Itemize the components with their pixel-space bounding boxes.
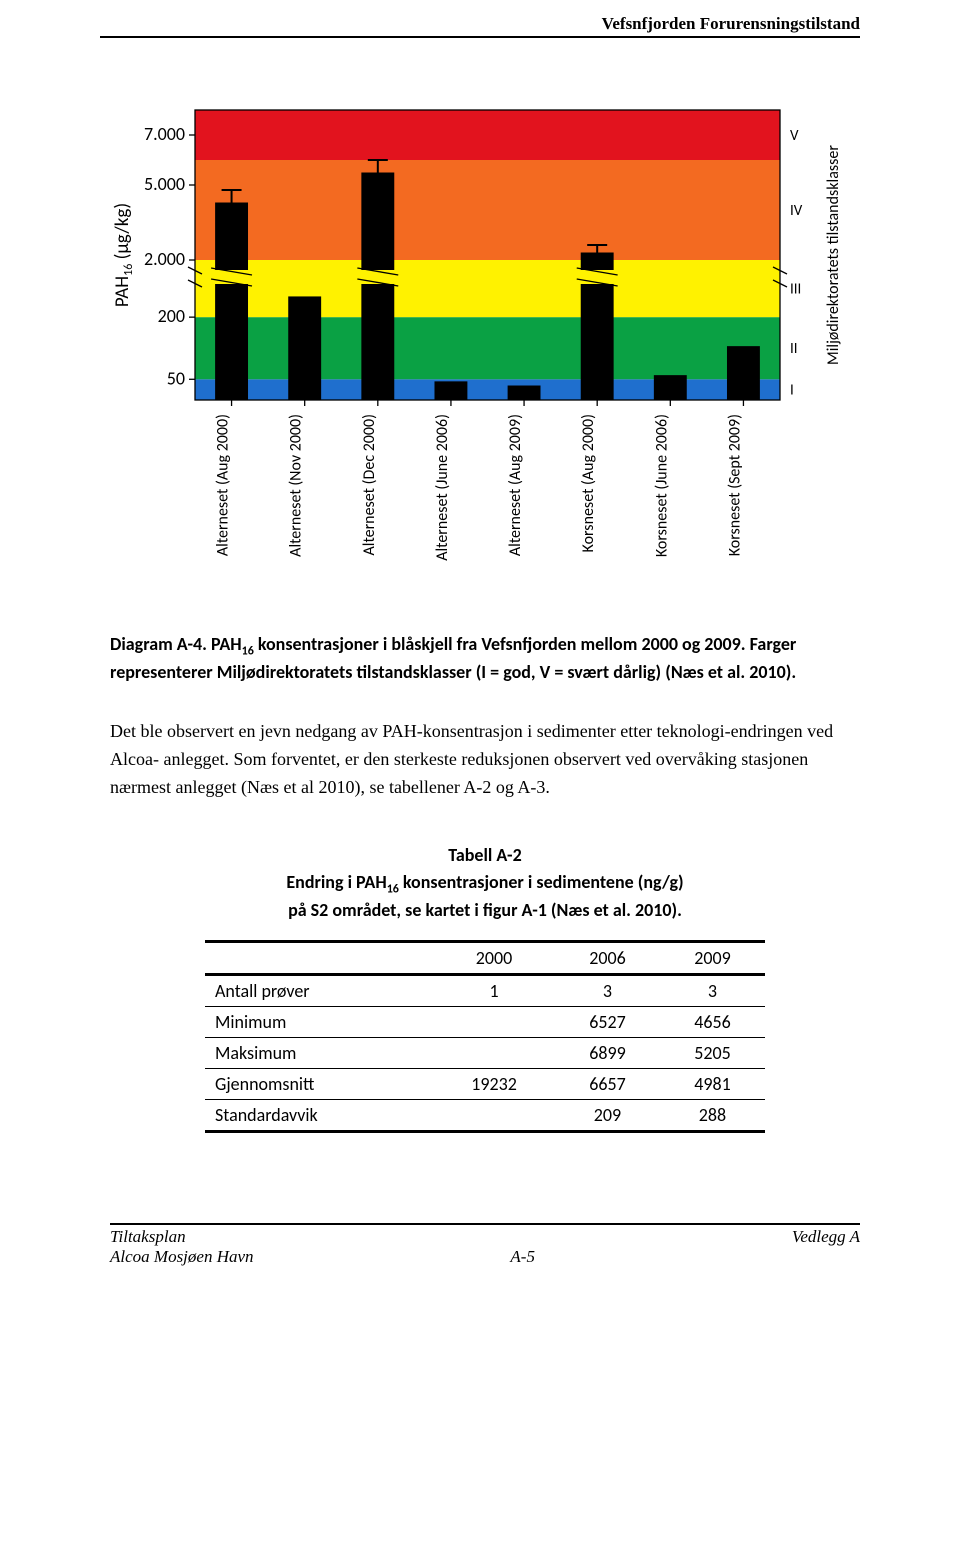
table-cell: Minimum [205, 1006, 433, 1037]
band-label: II [790, 340, 798, 358]
band-label: V [790, 127, 799, 145]
table-cell: 3 [660, 974, 765, 1006]
table-cell: Gjennomsnitt [205, 1068, 433, 1099]
svg-text:Alterneset (Nov 2000): Alterneset (Nov 2000) [287, 414, 306, 557]
table-cell: 19232 [433, 1068, 555, 1099]
svg-text:Korsneset (June 2006): Korsneset (June 2006) [652, 414, 671, 557]
svg-text:Alterneset (Aug 2000): Alterneset (Aug 2000) [214, 414, 233, 556]
pah-chart: 50 200 2.000 5.000 7.000 PAH16 (µg/kg) Alterne… [100, 100, 880, 610]
data-table: 200020062009Antall prøver133Minimum65274… [205, 940, 765, 1133]
table-cell: 4981 [660, 1068, 765, 1099]
table-row: Maksimum 68995205 [205, 1037, 765, 1068]
table-cell: 5205 [660, 1037, 765, 1068]
caption-prefix: Diagram A-4. PAH [110, 633, 242, 655]
chart-svg: 50 200 2.000 5.000 7.000 PAH16 (µg/kg) Alterne… [100, 100, 880, 610]
band-I [195, 379, 780, 400]
table-cell: 6527 [555, 1006, 660, 1037]
page-footer: Tiltaksplan Alcoa Mosjøen Havn A-5 Vedle… [110, 1227, 860, 1267]
svg-text:PAH16 (µg/kg): PAH16 (µg/kg) [111, 203, 136, 307]
footer-center: A-5 [510, 1247, 535, 1267]
band-label: IV [790, 202, 803, 220]
table-cell: 3 [555, 974, 660, 1006]
band-IV [195, 160, 780, 260]
svg-text:2.000: 2.000 [144, 248, 185, 270]
table-sub-sub: 16 [387, 882, 399, 896]
footer-left-2: Alcoa Mosjøen Havn [110, 1247, 254, 1267]
footer-right: Vedlegg A [792, 1227, 860, 1247]
svg-text:Alterneset (June 2006): Alterneset (June 2006) [433, 414, 452, 561]
table-cell: Maksimum [205, 1037, 433, 1068]
table-cell [433, 1099, 555, 1131]
chart-caption: Diagram A-4. PAH16 konsentrasjoner i blå… [110, 632, 860, 684]
svg-text:Alterneset (Aug 2009): Alterneset (Aug 2009) [506, 414, 525, 556]
svg-text:50: 50 [167, 367, 185, 389]
table-cell: Antall prøver [205, 974, 433, 1006]
right-axis-label: Miljødirektoratets tilstandsklasser [824, 145, 843, 365]
table-cell: Standardavvik [205, 1099, 433, 1131]
table-cell: 4656 [660, 1006, 765, 1037]
bar [288, 296, 321, 400]
table-header-cell: 2009 [660, 941, 765, 974]
svg-text:200: 200 [158, 305, 185, 327]
svg-text:5.000: 5.000 [144, 173, 185, 195]
table-block: Tabell A-2 Endring i PAH16 konsentrasjon… [110, 844, 860, 1133]
svg-text:Korsneset (Aug 2000): Korsneset (Aug 2000) [579, 414, 598, 552]
table-cell [433, 1006, 555, 1037]
svg-text:Alterneset (Dec 2000): Alterneset (Dec 2000) [360, 414, 379, 555]
page-header-right: Vefsnfjorden Forurensningstilstand [602, 14, 860, 34]
bar [727, 346, 760, 400]
band-III [195, 260, 780, 317]
band-V [195, 110, 780, 160]
band-label: I [790, 382, 794, 400]
table-title: Tabell A-2 [110, 844, 860, 866]
bar [434, 381, 467, 400]
table-cell: 209 [555, 1099, 660, 1131]
table-header-cell: 2006 [555, 941, 660, 974]
band-label: III [790, 281, 801, 299]
footer-rule [110, 1223, 860, 1225]
table-cell: 6657 [555, 1068, 660, 1099]
table-header-cell [205, 941, 433, 974]
table-header-cell: 2000 [433, 941, 555, 974]
table-row: Standardavvik 209288 [205, 1099, 765, 1131]
bar [508, 386, 541, 401]
table-row: Antall prøver133 [205, 974, 765, 1006]
svg-text:7.000: 7.000 [144, 123, 185, 145]
table-subtitle: Endring i PAH16 konsentrasjoner i sedime… [110, 870, 860, 922]
body-paragraph: Det ble observert en jevn nedgang av PAH… [110, 718, 860, 802]
bar [654, 375, 687, 400]
table-cell [433, 1037, 555, 1068]
table-cell: 288 [660, 1099, 765, 1131]
footer-left-1: Tiltaksplan [110, 1227, 254, 1247]
table-sub-a: Endring i PAH [286, 871, 386, 893]
table-sub-line2: på S2 området, se kartet i figur A-1 (Næ… [288, 899, 682, 921]
table-cell: 6899 [555, 1037, 660, 1068]
header-rule [100, 36, 860, 38]
svg-text:Korsneset (Sept 2009): Korsneset (Sept 2009) [725, 414, 744, 556]
table-row: Gjennomsnitt1923266574981 [205, 1068, 765, 1099]
band-II [195, 317, 780, 379]
table-row: Minimum 65274656 [205, 1006, 765, 1037]
table-sub-b: konsentrasjoner i sedimentene (ng/g) [399, 871, 684, 893]
caption-sub: 16 [242, 645, 254, 659]
table-cell: 1 [433, 974, 555, 1006]
